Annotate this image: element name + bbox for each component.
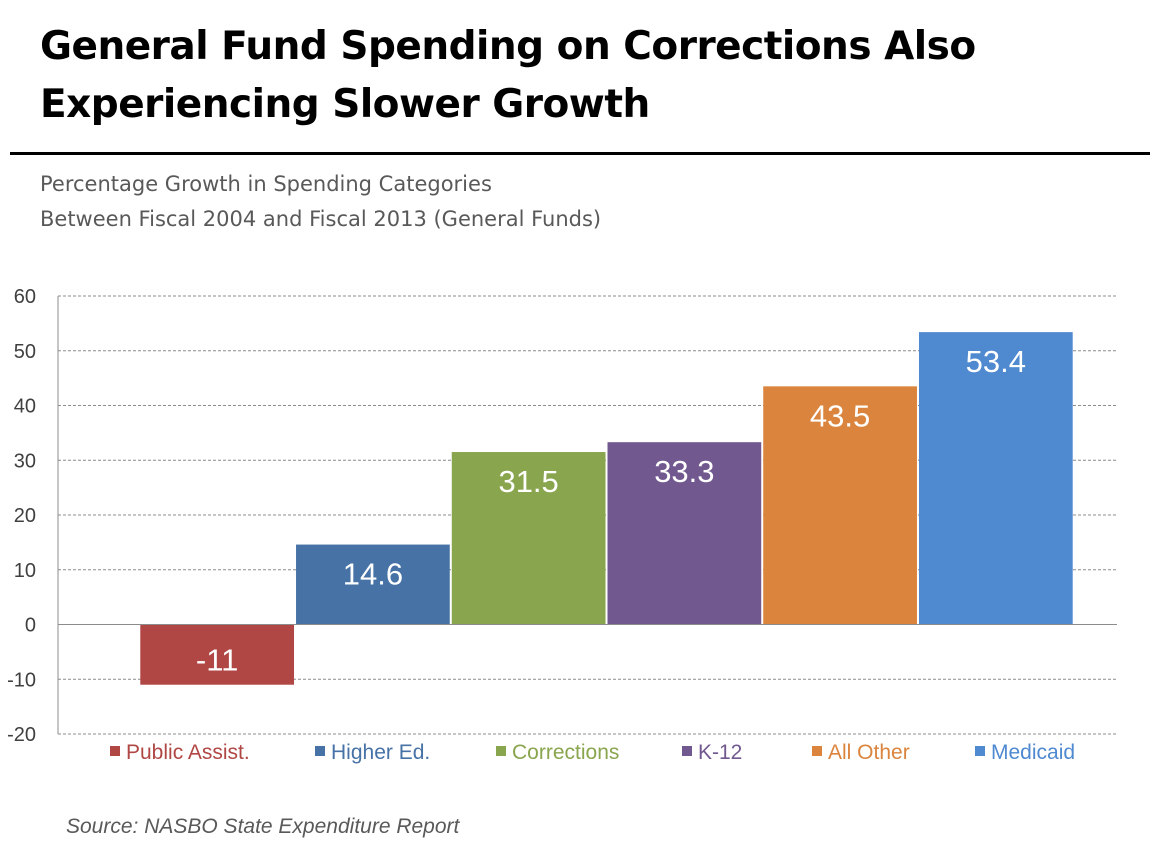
legend-swatch [110, 746, 120, 756]
legend-swatch [975, 746, 985, 756]
bar-all-other [763, 386, 917, 625]
title-divider [10, 152, 1150, 155]
legend-label: K-12 [698, 741, 742, 764]
data-label: 43.5 [810, 398, 870, 433]
data-label: 14.6 [343, 557, 403, 592]
data-label: 31.5 [498, 464, 558, 499]
data-label: -11 [196, 643, 239, 678]
source-note: Source: NASBO State Expenditure Report [66, 815, 460, 838]
y-tick-label: 0 [25, 615, 36, 637]
bar-public-assist [140, 624, 295, 685]
legend-label: Higher Ed. [331, 741, 430, 764]
bar-chart: 60 50 40 30 20 10 0 -10 -20 -11 14.6 31.5 33.3 43.5 53… [7, 286, 1117, 764]
legend-swatch [315, 746, 325, 756]
legend-label: Corrections [512, 741, 619, 764]
data-label: 53.4 [966, 344, 1026, 379]
y-tick-label: 40 [14, 396, 36, 418]
legend-label: Public Assist. [126, 741, 250, 764]
bar-medicaid [918, 332, 1073, 625]
chart-title: General Fund Spending on Corrections Als… [40, 18, 1120, 134]
y-tick-label: 10 [14, 560, 36, 582]
legend-label: Medicaid [991, 741, 1075, 764]
legend-swatch [496, 746, 506, 756]
chart-subtitle-line-1: Percentage Growth in Spending Categories [40, 172, 492, 196]
y-tick-label: 30 [14, 450, 36, 472]
chart-title-line-2: Experiencing Slower Growth [40, 82, 650, 127]
legend-swatch [682, 746, 692, 756]
chart-subtitle-line-2: Between Fiscal 2004 and Fiscal 2013 (Gen… [40, 207, 602, 231]
bar-corrections [451, 452, 606, 625]
y-tick-label: -20 [7, 724, 36, 746]
data-label: 33.3 [654, 454, 714, 489]
legend-label: All Other [828, 741, 910, 764]
chart-title-line-1: General Fund Spending on Corrections Als… [40, 24, 976, 69]
legend-swatch [812, 746, 822, 756]
bar-higher-ed [296, 544, 450, 625]
y-tick-label: 20 [14, 505, 36, 527]
bar-k-12 [607, 442, 762, 625]
y-tick-label: -10 [7, 669, 36, 691]
y-tick-label: 60 [14, 286, 36, 308]
y-tick-label: 50 [14, 341, 36, 363]
